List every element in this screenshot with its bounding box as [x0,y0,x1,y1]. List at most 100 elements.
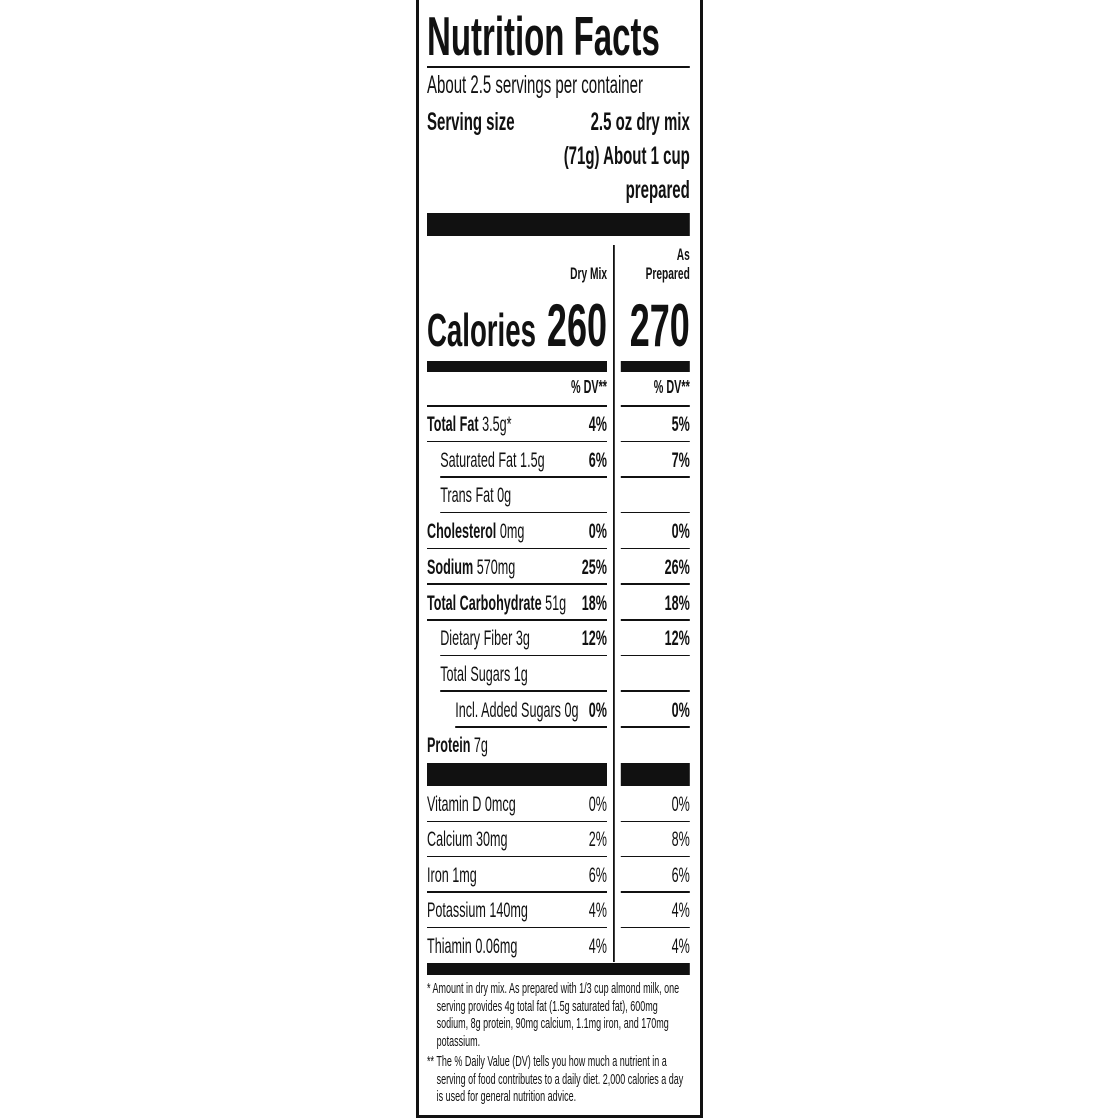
nutrient-name: Total Sugars [440,662,511,686]
row-divider [620,891,690,893]
vitamin-dv-dry: 4% [588,934,607,958]
calories-bar-dry [427,361,607,372]
row-divider [427,820,607,822]
label-content: Nutrition Facts About 2.5 servings per c… [427,0,690,1110]
vitamin-amount: 0.06mg [475,934,518,958]
footnote-amount: * Amount in dry mix. As prepared with 1/… [427,980,680,1050]
nutrient-amount: 0g [564,698,579,722]
nutrient-amount: 0g [497,484,512,508]
nutrient-label: Dietary Fiber 3g [440,627,530,651]
nutrient-amount: 3.5g* [482,413,512,436]
nutrient-name: Total Carbohydrate [427,591,542,615]
row-divider [427,583,607,585]
nutrient-amount: 7g [473,734,488,758]
nutrient-name: Trans Fat [440,484,494,508]
nutrient-dv-prepared: 0% [671,698,690,722]
nutrient-label: Sodium 570mg [427,556,515,580]
nutrient-dv-prepared: 0% [671,520,690,544]
vitamin-dv-prepared: 6% [671,863,690,887]
row-divider [620,583,690,585]
nutrient-label: Total Carbohydrate 51g [427,592,566,616]
nutrient-name: Saturated Fat [440,448,517,472]
serving-size-line3: prepared [625,176,690,204]
nutrient-name: Total Fat [427,413,479,436]
nutrient-row: Total Sugars 1g [427,656,690,692]
vitamin-label: Potassium 140mg [427,899,528,923]
nutrient-row: Cholesterol 0mg 0% 0% [427,513,690,550]
vitamin-dv-prepared: 8% [671,828,690,852]
row-divider [427,855,607,858]
vitamin-name: Thiamin [427,934,472,958]
nutrient-dv-prepared: 12% [664,627,690,651]
footnotes: * Amount in dry mix. As prepared with 1/… [427,980,690,1109]
label-title: Nutrition Facts [427,5,660,67]
row-divider [620,476,690,478]
row-divider [427,926,607,929]
vitamin-label: Thiamin 0.06mg [427,935,517,959]
vitamin-row: Calcium 30mg 2% 8% [427,821,690,858]
nutrient-name: Incl. Added Sugars [455,698,561,722]
calories-dry-mix: 260 [546,292,607,359]
vitamin-row: Thiamin 0.06mg 4% 4% [427,928,690,964]
thick-divider [427,213,690,236]
vitamin-dv-dry: 6% [588,863,607,887]
title-divider [427,66,690,68]
serving-size-line2: (71g) About 1 cup [563,142,690,170]
nutrient-row: Saturated Fat 1.5g 6% 7% [427,442,690,478]
vitamin-amount: 0mcg [484,793,516,816]
calories-bar-prepared [620,361,690,372]
row-divider [427,547,607,550]
row-divider [427,891,607,893]
nutrient-name: Protein [427,734,471,758]
vitamin-bar-dry [427,763,607,786]
row-divider [620,855,690,858]
nutrient-row: Incl. Added Sugars 0g 0% 0% [427,692,690,728]
vitamin-dv-prepared: 4% [671,934,690,958]
as-prepared-header-1: As [676,245,690,264]
row-divider [440,511,607,514]
vitamin-name: Iron [427,863,449,887]
footnote-bar [427,963,690,975]
vitamin-row: Iron 1mg 6% 6% [427,857,690,893]
nutrient-dv-prepared: 18% [664,591,690,615]
row-divider [440,654,607,657]
calories-label: Calories [427,304,536,356]
nutrient-dv-dry: 12% [581,627,607,651]
nutrient-row: Total Fat 3.5g* 4% 5% [427,406,690,442]
vitamin-name: Potassium [427,899,486,923]
row-divider [620,619,690,621]
nutrient-dv-prepared: 5% [671,413,690,436]
vitamin-dv-prepared: 0% [671,793,690,816]
footnote-daily-value: ** The % Daily Value (DV) tells you how … [427,1053,684,1105]
row-divider [427,619,607,621]
nutrient-dv-prepared: 7% [671,448,690,472]
vitamin-dv-prepared: 4% [671,899,690,923]
row-divider [620,690,690,692]
vitamin-row: Potassium 140mg 4% 4% [427,892,690,929]
nutrient-row: Protein 7g [427,727,690,763]
serving-size-label: Serving size [427,108,515,136]
nutrient-amount: 51g [545,591,567,615]
nutrient-label: Saturated Fat 1.5g [440,449,544,473]
dv-divider-dry [427,405,607,407]
column-divider [613,245,615,962]
vitamin-amount: 140mg [489,899,528,923]
row-divider [620,440,690,442]
nutrient-amount: 1.5g [520,448,545,472]
nutrient-name: Cholesterol [427,520,497,544]
vitamin-label: Iron 1mg [427,864,477,888]
row-divider [455,726,607,728]
nutrient-dv-dry: 4% [588,413,607,436]
nutrient-row: Sodium 570mg 25% 26% [427,549,690,585]
vitamin-name: Vitamin D [427,793,482,816]
vitamin-name: Calcium [427,828,473,852]
vitamin-row: Vitamin D 0mcg 0% 0% [427,786,690,822]
dv-header-prepared: % DV** [653,377,690,397]
nutrient-dv-dry: 0% [588,520,607,544]
row-divider [620,547,690,550]
vitamin-label: Vitamin D 0mcg [427,793,516,817]
dv-header-dry: % DV** [570,377,607,397]
row-divider [427,440,607,442]
nutrient-dv-dry: 18% [581,591,607,615]
nutrient-name: Sodium [427,555,474,579]
